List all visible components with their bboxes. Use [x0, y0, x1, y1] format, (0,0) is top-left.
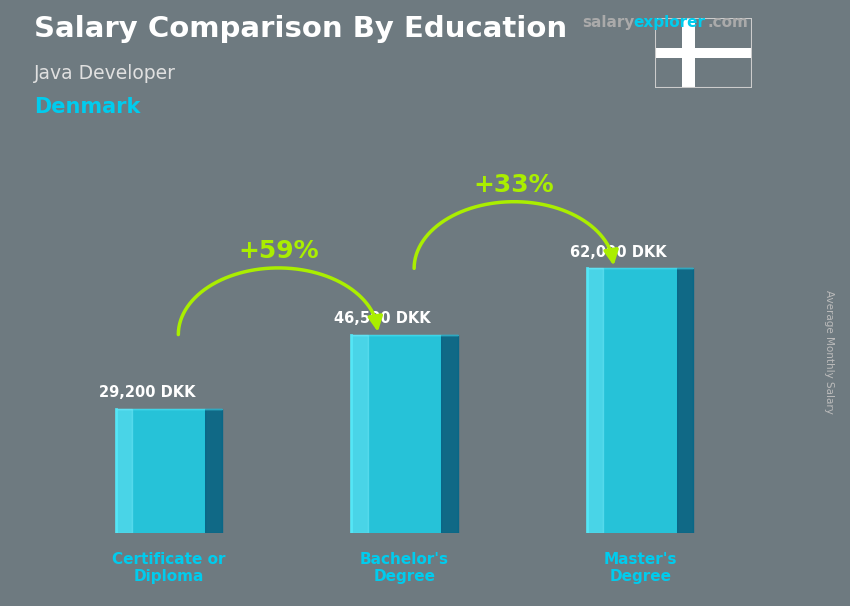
Text: 29,200 DKK: 29,200 DKK — [99, 385, 196, 400]
Text: Average Monthly Salary: Average Monthly Salary — [824, 290, 834, 413]
Polygon shape — [587, 268, 603, 533]
Text: +33%: +33% — [473, 173, 554, 197]
Text: 46,500 DKK: 46,500 DKK — [334, 311, 431, 326]
Text: Bachelor's
Degree: Bachelor's Degree — [360, 551, 449, 584]
Polygon shape — [677, 268, 694, 533]
Bar — [683, 18, 695, 88]
Bar — [587, 268, 677, 533]
Text: .com: .com — [707, 15, 748, 30]
Text: Salary Comparison By Education: Salary Comparison By Education — [34, 15, 567, 43]
Bar — [116, 408, 205, 533]
Text: Master's
Degree: Master's Degree — [604, 551, 677, 584]
Bar — [351, 335, 441, 533]
Bar — [654, 48, 752, 58]
Text: explorer: explorer — [633, 15, 706, 30]
Text: salary: salary — [582, 15, 635, 30]
Polygon shape — [205, 408, 222, 533]
Text: +59%: +59% — [238, 239, 319, 263]
Text: Certificate or
Diploma: Certificate or Diploma — [112, 551, 225, 584]
Polygon shape — [116, 408, 132, 533]
Polygon shape — [441, 335, 457, 533]
Text: Java Developer: Java Developer — [34, 64, 176, 82]
Polygon shape — [351, 335, 367, 533]
Text: Denmark: Denmark — [34, 97, 140, 117]
Text: 62,000 DKK: 62,000 DKK — [570, 245, 667, 260]
